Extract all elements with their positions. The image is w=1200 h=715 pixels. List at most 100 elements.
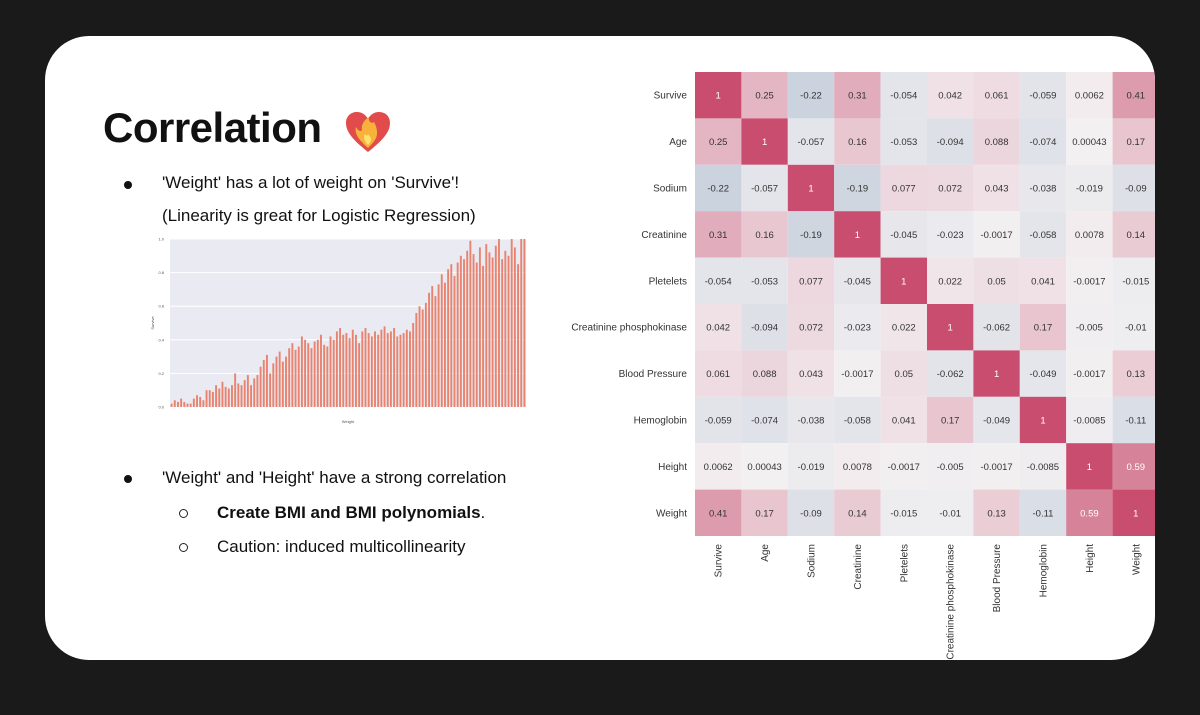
heatmap-cell [1112,257,1155,304]
cell-value: -0.057 [751,184,778,195]
heatmap-cell [834,118,881,165]
cell-value: 0.088 [985,137,1009,148]
cell-value: 0.59 [1080,508,1099,519]
cell-value: -0.058 [1030,230,1057,241]
bar [361,331,364,407]
heatmap-cell [927,443,974,490]
heatmap-cell [973,350,1020,397]
cell-value: -0.054 [890,91,917,102]
column-label: Pletelets [899,544,910,582]
cell-value: -0.049 [1030,369,1057,380]
cell-value: 0.041 [892,416,916,427]
column-label: Blood Pressure [992,544,1003,613]
cell-value: 0.042 [706,323,730,334]
cell-value: -0.01 [1125,323,1147,334]
bar [466,250,469,407]
heatmap-cell [787,257,835,304]
cell-value: 1 [1087,462,1092,473]
heatmap-cell [880,164,927,212]
cell-value: -0.0017 [1073,276,1105,287]
bar [323,344,326,407]
bar [513,247,516,407]
bar [256,375,259,407]
heatmap-cell [1019,396,1067,444]
heatmap-cell [880,257,927,304]
cell-value: -0.023 [937,230,964,241]
cell-value: 1 [901,276,906,287]
cell-value: -0.11 [1125,416,1146,427]
bar [450,264,453,407]
bar [170,403,173,407]
bar [504,250,507,407]
heatmap-cell [1019,72,1067,119]
cell-value: 0.25 [709,137,728,148]
cell-value: 1 [948,323,953,334]
heatmap-cell [1019,350,1067,397]
cell-value: 0.25 [755,91,774,102]
row-label: Creatinine phosphokinase [571,323,687,334]
cell-value: -0.057 [798,137,825,148]
heatmap-cell [1019,304,1067,351]
heatmap-cell [741,118,788,165]
bar [345,333,348,407]
bar [281,361,284,407]
cell-value: -0.023 [844,323,871,334]
bar [240,385,243,407]
bar [316,339,319,407]
bar [469,240,472,407]
heatmap-cell [834,443,881,490]
bar [342,334,345,407]
cell-value: -0.054 [705,276,732,287]
cell-value: -0.019 [798,462,825,473]
heatmap-cell [973,211,1020,258]
bar [173,400,176,407]
cell-value: 0.077 [892,184,916,195]
bar [262,359,265,407]
heatmap-cell [1019,489,1067,536]
bar [367,333,370,407]
bar [409,331,411,407]
bar [176,401,179,407]
heatmap-cell [973,443,1020,490]
cell-value: -0.19 [800,230,822,241]
heatmap-cell [787,211,835,258]
cell-value: 0.14 [848,508,867,519]
weight-survive-bar-chart: 0.0 0.2 0.4 0.6 0.8 1.0 Weight Survive [150,237,526,424]
bar [329,336,332,407]
bar [415,312,418,407]
bar [196,395,198,407]
bar [218,388,221,407]
cell-value: 0.31 [848,91,867,102]
bar [482,265,485,407]
cell-value: -0.094 [937,137,964,148]
row-label: Pletelets [649,276,687,287]
column-label: Sodium [807,544,818,578]
cell-value: 0.00043 [1072,137,1106,148]
cell-value: 0.00043 [747,462,781,473]
slide-title: Correlation [103,104,322,151]
heatmap-cell [741,211,788,258]
bar [339,328,342,407]
row-label: Sodium [653,184,687,195]
bar [364,328,367,407]
heatmap-cell [880,443,927,490]
bar [231,385,233,407]
sub-bullet-rest: . [480,503,486,522]
cell-value: -0.09 [1125,184,1147,195]
heatmap-cell [1112,118,1155,165]
bar [475,262,478,407]
bar [399,334,402,407]
y-tick-label: 0.8 [158,270,164,275]
bar [224,386,227,407]
heatmap-cell [1112,396,1155,444]
column-label: Weight [1131,544,1142,575]
y-tick-label: 1.0 [158,237,164,242]
bar [304,339,307,407]
bar [335,331,338,407]
cell-value: -0.005 [1076,323,1103,334]
bar [313,341,316,407]
heatmap-cell [927,489,974,536]
cell-value: 0.072 [799,323,823,334]
cell-value: 0.13 [987,508,1006,519]
bullet-text: 'Weight' has a lot of weight on 'Survive… [162,173,460,192]
